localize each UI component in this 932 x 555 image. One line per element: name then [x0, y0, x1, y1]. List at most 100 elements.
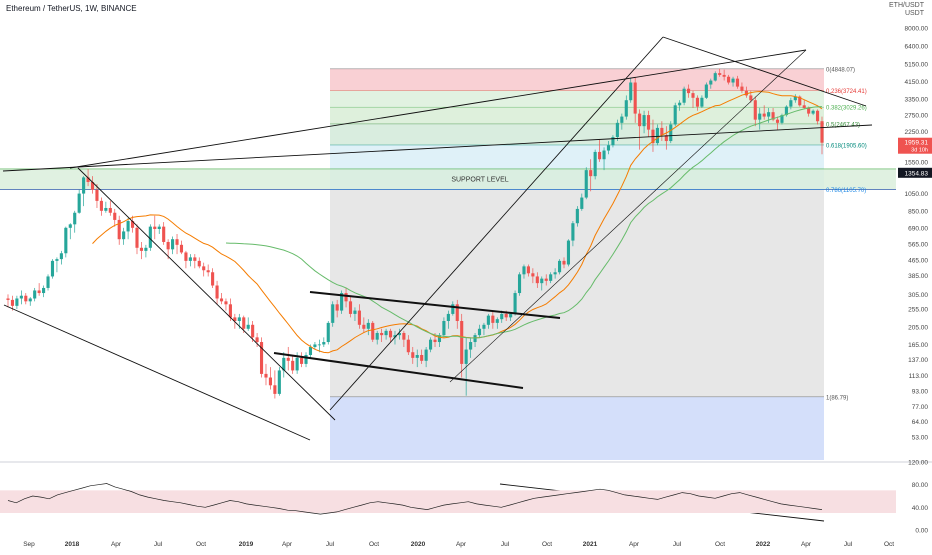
candle: [771, 112, 775, 120]
candle: [602, 150, 606, 160]
x-tick-label: Apr: [629, 541, 640, 548]
candle: [611, 137, 615, 146]
candle: [6, 298, 10, 300]
x-tick-label: 2018: [65, 541, 80, 548]
candle: [744, 90, 748, 96]
current-price-label: 1959.31: [905, 140, 929, 147]
candle: [589, 170, 593, 177]
candle: [175, 239, 179, 245]
candle: [531, 273, 535, 277]
candle: [104, 207, 108, 211]
candle: [544, 278, 548, 281]
candle: [24, 295, 28, 302]
candle: [580, 197, 584, 209]
candle: [193, 257, 197, 261]
candle: [687, 88, 691, 94]
y-tick-label: 3350.00: [905, 96, 929, 103]
candle: [784, 106, 788, 116]
y-tick-label: 565.00: [908, 242, 928, 249]
candle: [469, 342, 473, 350]
x-tick-label: Jul: [154, 541, 163, 548]
currency-unit: ETH/USDT USDT: [889, 2, 924, 18]
candle: [90, 182, 95, 190]
y-tick-label: 305.00: [908, 292, 928, 299]
candle: [268, 377, 272, 386]
candle: [509, 313, 513, 318]
candle: [700, 97, 704, 107]
candle: [393, 335, 397, 338]
candle: [660, 127, 664, 136]
fib-label: 0.786(1105.70): [826, 188, 866, 194]
candle: [691, 93, 695, 98]
candle: [108, 207, 112, 213]
candle: [188, 257, 192, 261]
candle: [669, 124, 673, 142]
candle: [606, 145, 611, 151]
y-tick-label: 165.00: [908, 342, 928, 349]
y-tick-label: 93.00: [912, 389, 929, 396]
x-tick-label: Jul: [326, 541, 335, 548]
candle: [264, 373, 268, 378]
x-tick-label: Jul: [844, 541, 853, 548]
candle: [815, 110, 820, 122]
candle: [282, 357, 286, 371]
trend-line: [309, 291, 561, 319]
fib-zone: [330, 123, 824, 145]
fib-label: 0.382(3029.26): [826, 106, 867, 112]
candle: [277, 370, 281, 394]
candle: [224, 301, 228, 305]
candle: [397, 332, 401, 336]
fib-zone: [330, 144, 824, 169]
y-tick-label: 205.00: [908, 324, 928, 331]
candle: [575, 208, 579, 224]
candle: [117, 219, 121, 240]
candle: [598, 151, 602, 160]
y-tick-label: 4150.00: [905, 79, 929, 86]
candle: [811, 110, 815, 114]
x-tick-label: Oct: [884, 541, 894, 548]
candle: [68, 224, 72, 228]
candle: [420, 354, 424, 361]
candle: [500, 313, 504, 320]
trend-line: [329, 36, 664, 411]
candle: [540, 278, 544, 284]
x-tick-label: Sep: [23, 541, 35, 548]
candle: [437, 335, 442, 343]
candle: [228, 304, 232, 318]
y-tick-label: 2250.00: [905, 129, 929, 136]
candle: [482, 324, 486, 329]
candle: [362, 324, 366, 329]
candle: [655, 127, 659, 144]
candle: [678, 102, 682, 106]
y-tick-label: 6400.00: [905, 44, 929, 51]
candle: [46, 276, 50, 288]
candle: [171, 239, 175, 250]
y-tick-label: 255.00: [908, 306, 928, 313]
candle: [135, 227, 139, 248]
fib-label: 0.236(3724.41): [826, 89, 867, 95]
trend-line: [69, 49, 807, 169]
candle: [166, 241, 170, 250]
candle: [148, 226, 152, 248]
candle: [798, 96, 802, 106]
candle: [713, 73, 717, 81]
candle: [455, 304, 459, 322]
marker-price-tag: [898, 167, 932, 178]
candle: [446, 313, 450, 322]
trend-line: [273, 352, 524, 389]
y-tick-label: 1050.00: [905, 191, 929, 198]
candle: [122, 231, 126, 240]
candle: [571, 223, 575, 241]
fib-zone: [330, 107, 824, 124]
x-tick-label: Oct: [715, 541, 725, 548]
candle: [371, 322, 375, 340]
candle: [780, 115, 784, 123]
trend-line: [2, 124, 873, 172]
x-tick-label: Apr: [111, 541, 122, 548]
candle: [113, 212, 117, 220]
y-tick-label: 53.00: [912, 435, 929, 442]
trend-line: [662, 36, 867, 107]
candle: [704, 84, 708, 98]
x-tick-label: Oct: [196, 541, 206, 548]
